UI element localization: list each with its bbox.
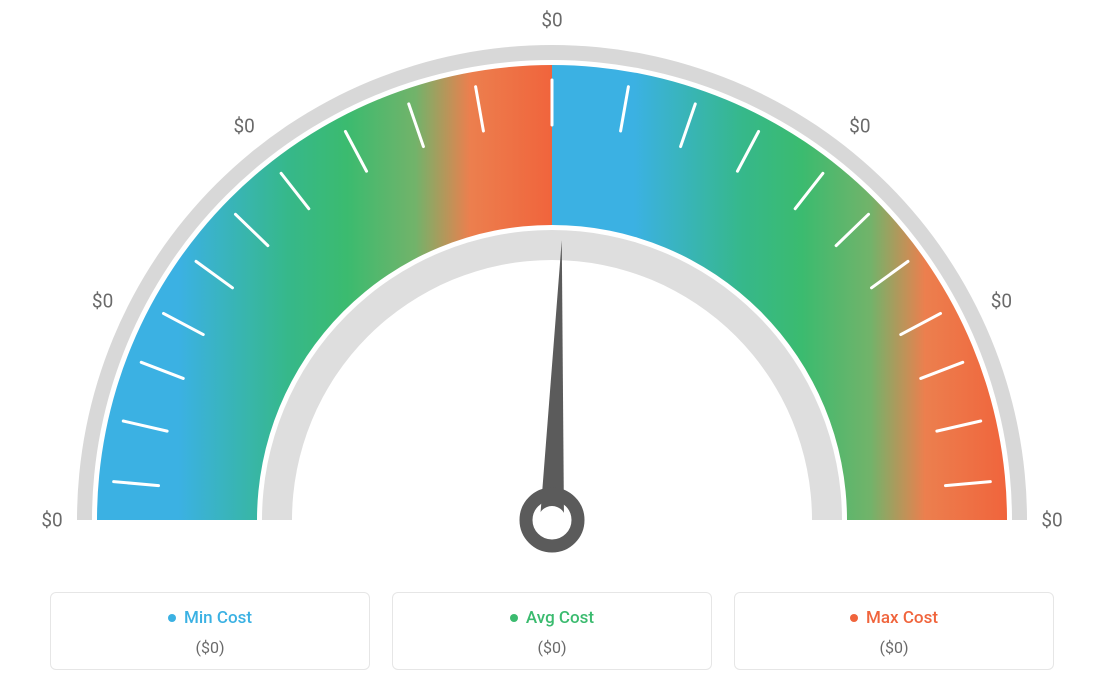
legend-value: ($0) xyxy=(745,638,1043,657)
dot-icon xyxy=(168,614,176,622)
gauge-scale-label: $0 xyxy=(541,9,562,32)
legend-title-max: Max Cost xyxy=(850,608,938,628)
gauge-scale-label: $0 xyxy=(233,114,254,137)
gauge-scale-label: $0 xyxy=(92,289,113,312)
legend-label: Min Cost xyxy=(184,608,252,628)
legend-card-avg: Avg Cost ($0) xyxy=(392,592,712,670)
legend-value: ($0) xyxy=(403,638,701,657)
gauge-scale-label: $0 xyxy=(1041,509,1062,532)
legend-row: Min Cost ($0) Avg Cost ($0) Max Cost ($0… xyxy=(0,592,1104,670)
gauge-scale-label: $0 xyxy=(991,289,1012,312)
legend-card-max: Max Cost ($0) xyxy=(734,592,1054,670)
legend-label: Max Cost xyxy=(866,608,938,628)
legend-card-min: Min Cost ($0) xyxy=(50,592,370,670)
gauge-svg xyxy=(0,0,1104,560)
gauge-scale-label: $0 xyxy=(41,509,62,532)
legend-title-min: Min Cost xyxy=(168,608,252,628)
gauge-scale-label: $0 xyxy=(849,114,870,137)
dot-icon xyxy=(510,614,518,622)
legend-label: Avg Cost xyxy=(526,608,594,628)
legend-title-avg: Avg Cost xyxy=(510,608,594,628)
gauge-chart: $0 $0 $0 $0 $0 $0 $0 xyxy=(0,0,1104,560)
dot-icon xyxy=(850,614,858,622)
legend-value: ($0) xyxy=(61,638,359,657)
